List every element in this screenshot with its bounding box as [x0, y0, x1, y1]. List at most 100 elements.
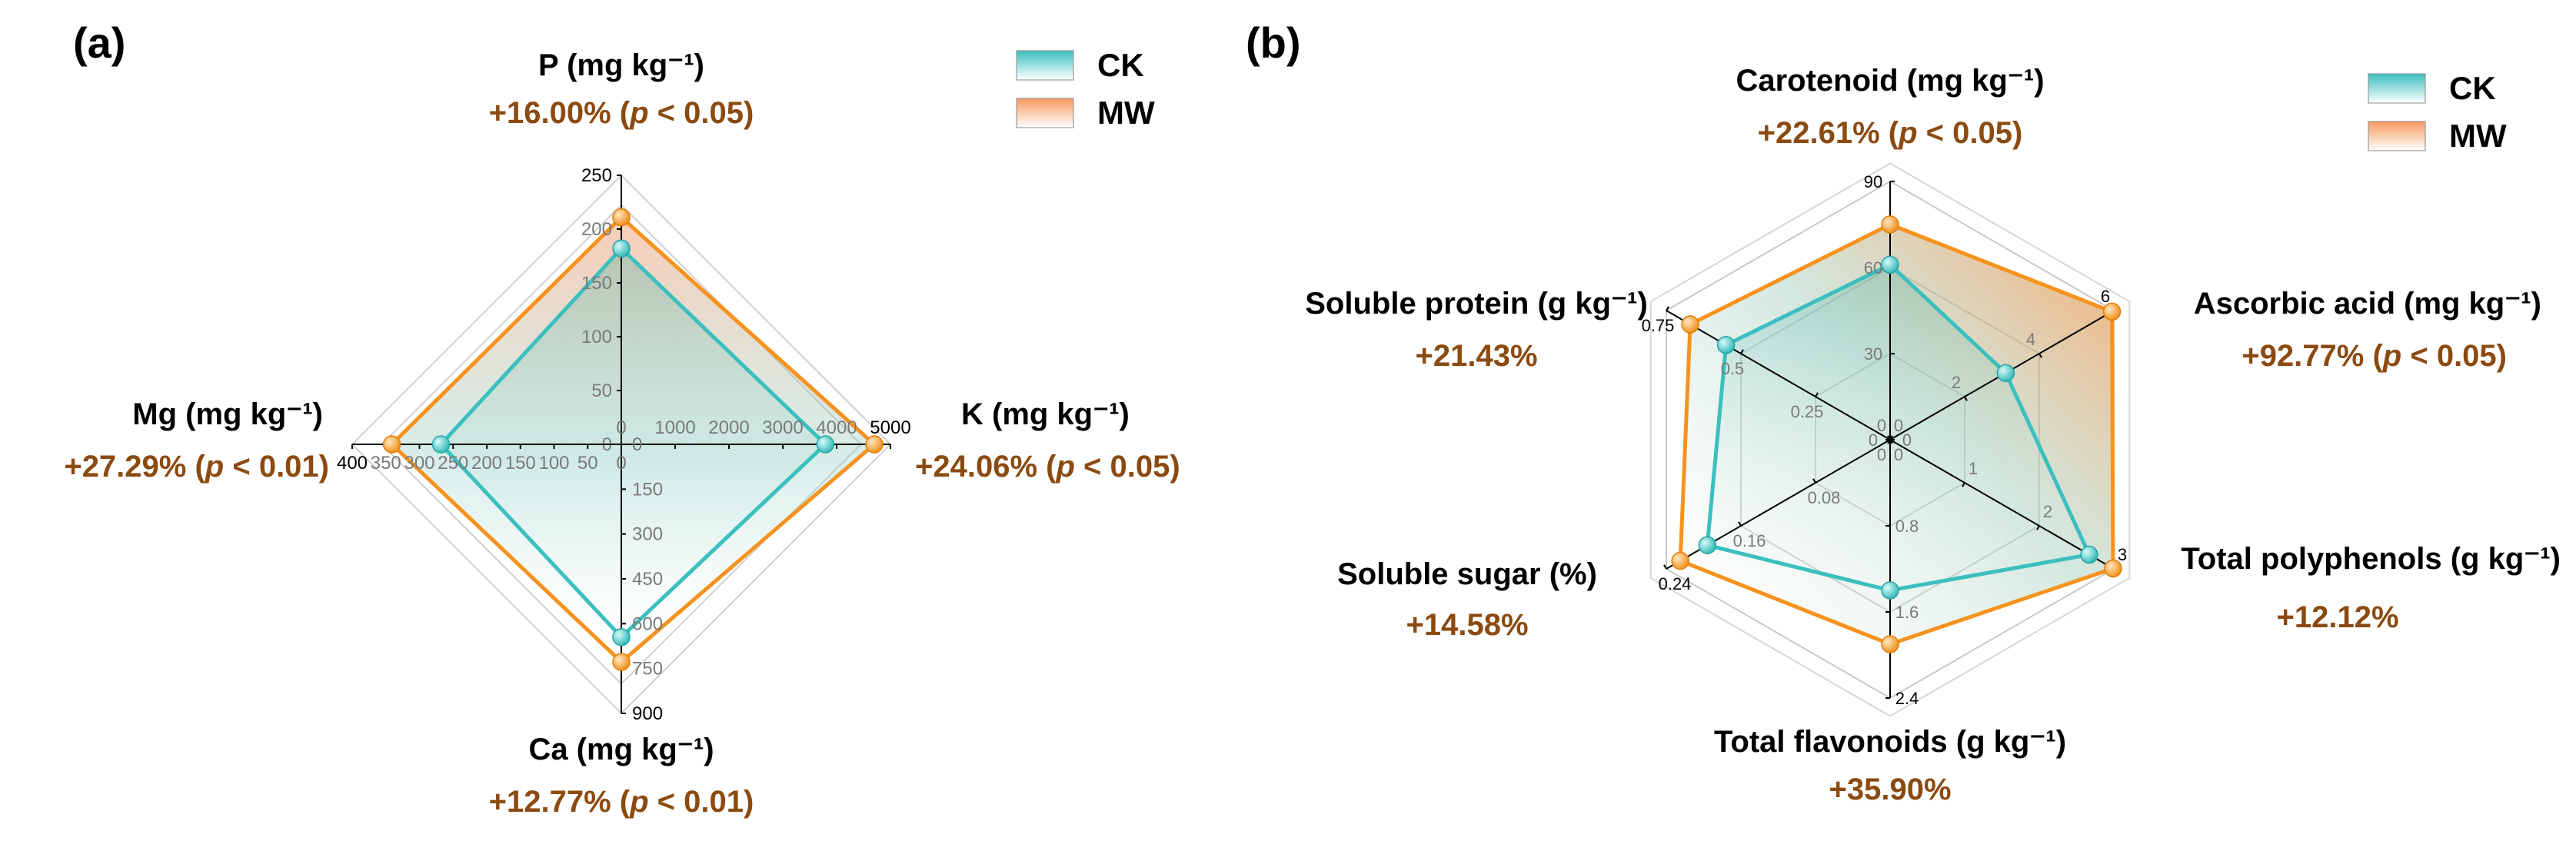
tick-mark — [1812, 478, 1816, 484]
tick-label-total-polyphenols: 1 — [1969, 459, 1978, 478]
tick-label-ca: 450 — [632, 569, 663, 590]
tick-label-k: 3000 — [762, 417, 803, 438]
tick-label-total-polyphenols: 0 — [1894, 416, 1903, 435]
axis-protein-title: Soluble protein (g kg⁻¹) — [1305, 287, 1648, 321]
legend-swatch-ck — [2368, 73, 2426, 104]
axis-p-change: +16.00% (p < 0.05) — [489, 96, 754, 130]
axis-sugar-title: Soluble sugar (%) — [1337, 557, 1597, 591]
tick-label-soluble-protein: 0.5 — [1721, 359, 1745, 378]
point-ck-total-flavonoids — [1881, 581, 1899, 600]
tick-label-soluble-sugar: 0.16 — [1733, 531, 1766, 550]
point-ck-ascorbic-acid — [1996, 364, 2015, 382]
axis-polyphenols-title: Total polyphenols (g kg⁻¹) — [2181, 542, 2561, 576]
tick-label-soluble-protein: 0.75 — [1642, 316, 1675, 335]
legend-swatch-ck — [1016, 50, 1074, 81]
axis-ascorbic-title: Ascorbic acid (mg kg⁻¹) — [2194, 287, 2541, 321]
tick-label-total-polyphenols: 2 — [2043, 502, 2052, 521]
tick-label-ascorbic-acid: 0 — [1877, 416, 1886, 435]
legend-label-ck: CK — [2449, 70, 2496, 106]
tick-label-carotenoid: 60 — [1864, 258, 1882, 278]
tick-label-p: 200 — [581, 219, 612, 240]
axis-ca-title: Ca (mg kg⁻¹) — [528, 733, 714, 766]
point-ck-carotenoid — [1881, 255, 1899, 274]
tick-label-k: 4000 — [816, 417, 857, 438]
tick-label-ca: 300 — [632, 524, 663, 545]
tick-label-ascorbic-acid: 4 — [2026, 330, 2035, 349]
point-ck-mg — [431, 435, 451, 454]
axis-mg-title: Mg (mg kg⁻¹) — [132, 397, 323, 431]
point-mw-k — [865, 435, 884, 454]
panel-label-b: (b) — [1246, 18, 1301, 67]
tick-mark — [2036, 525, 2040, 530]
legend-label-ck: CK — [1097, 47, 1144, 83]
axis-mg-change: +27.29% (p < 0.01) — [64, 450, 329, 484]
tick-label-ca: 900 — [632, 703, 663, 724]
tick-label-total-flavonoids: 2.4 — [1895, 689, 1919, 708]
tick-mark — [1738, 521, 1742, 527]
tick-label-p: 100 — [581, 327, 612, 347]
point-ck-total-polyphenols — [2080, 545, 2098, 564]
tick-label-mg: 400 — [337, 453, 368, 474]
tick-label-mg: 350 — [371, 453, 401, 474]
tick-label-p: 50 — [591, 381, 612, 401]
tick-label-total-flavonoids: 1.6 — [1895, 603, 1919, 622]
tick-label-total-flavonoids: 0.8 — [1895, 517, 1919, 536]
tick-label-soluble-sugar: 0 — [1894, 445, 1903, 464]
point-ck-soluble-sugar — [1698, 536, 1717, 554]
tick-mark — [1663, 564, 1667, 570]
tick-label-k: 1000 — [654, 417, 695, 438]
radar-chart-b: 03060900246012300.81.62.400.080.160.2400… — [1305, 64, 2561, 806]
point-mw-carotenoid — [1881, 215, 1899, 234]
tick-label-mg: 300 — [404, 453, 434, 474]
axis-ca-change: +12.77% (p < 0.01) — [489, 785, 754, 819]
point-ck-ca — [612, 628, 631, 647]
point-mw-total-flavonoids — [1881, 635, 1899, 653]
point-mw-soluble-protein — [1681, 315, 1699, 334]
point-mw-total-polyphenols — [2104, 559, 2122, 578]
tick-label-carotenoid: 90 — [1864, 172, 1882, 191]
tick-label-total-polyphenols: 3 — [2118, 545, 2127, 564]
tick-label-mg: 50 — [577, 453, 598, 474]
axis-flavonoids-title: Total flavonoids (g kg⁻¹) — [1714, 725, 2066, 759]
axis-line-total-polyphenols — [1889, 439, 2115, 570]
tick-mark — [1815, 392, 1819, 397]
point-ck-soluble-protein — [1716, 336, 1736, 354]
axis-carotenoid-change: +22.61% (p < 0.05) — [1758, 116, 2023, 150]
tick-label-carotenoid: 0 — [1869, 430, 1878, 450]
axis-carotenoid-title: Carotenoid (mg kg⁻¹) — [1736, 64, 2044, 98]
point-mw-ascorbic-acid — [2102, 302, 2122, 321]
tick-label-soluble-protein: 0.25 — [1791, 402, 1824, 421]
point-mw-mg — [382, 435, 401, 454]
panel-label-a: (a) — [73, 18, 125, 67]
point-mw-p — [612, 208, 631, 227]
axis-sugar-change: +14.58% — [1406, 608, 1528, 642]
axis-flavonoids-change: +35.90% — [1829, 773, 1951, 806]
tick-mark — [1962, 482, 1965, 487]
tick-label-soluble-sugar: 0.24 — [1659, 574, 1692, 593]
tick-label-k: 2000 — [708, 417, 749, 438]
point-ck-k — [816, 435, 835, 454]
tick-label-p: 150 — [581, 273, 612, 294]
tick-label-k: 5000 — [870, 417, 910, 438]
axis-k-title: K (mg kg⁻¹) — [961, 397, 1130, 431]
axis-ascorbic-change: +92.77% (p < 0.05) — [2242, 339, 2507, 373]
tick-label-ascorbic-acid: 2 — [1952, 373, 1961, 392]
tick-label-k: 0 — [616, 417, 626, 438]
tick-label-soluble-sugar: 0.08 — [1808, 488, 1841, 507]
tick-mark — [1964, 396, 1968, 401]
tick-label-mg: 100 — [538, 453, 569, 474]
axis-polyphenols-change: +12.12% — [2276, 600, 2398, 634]
axis-protein-change: +21.43% — [1415, 339, 1537, 373]
tick-label-ascorbic-acid: 6 — [2101, 287, 2110, 306]
point-mw-ca — [612, 653, 631, 671]
axis-p-title: P (mg kg⁻¹) — [538, 48, 704, 82]
legend-swatch-mw — [1016, 98, 1074, 128]
tick-label-mg: 200 — [471, 453, 502, 474]
point-ck-p — [612, 239, 631, 258]
tick-mark — [1740, 349, 1744, 354]
tick-label-mg: 0 — [616, 453, 626, 474]
tick-label-p: 250 — [581, 165, 612, 186]
tick-mark — [1889, 435, 1893, 440]
tick-label-carotenoid: 30 — [1864, 344, 1882, 364]
legend-swatch-mw — [2368, 121, 2426, 151]
